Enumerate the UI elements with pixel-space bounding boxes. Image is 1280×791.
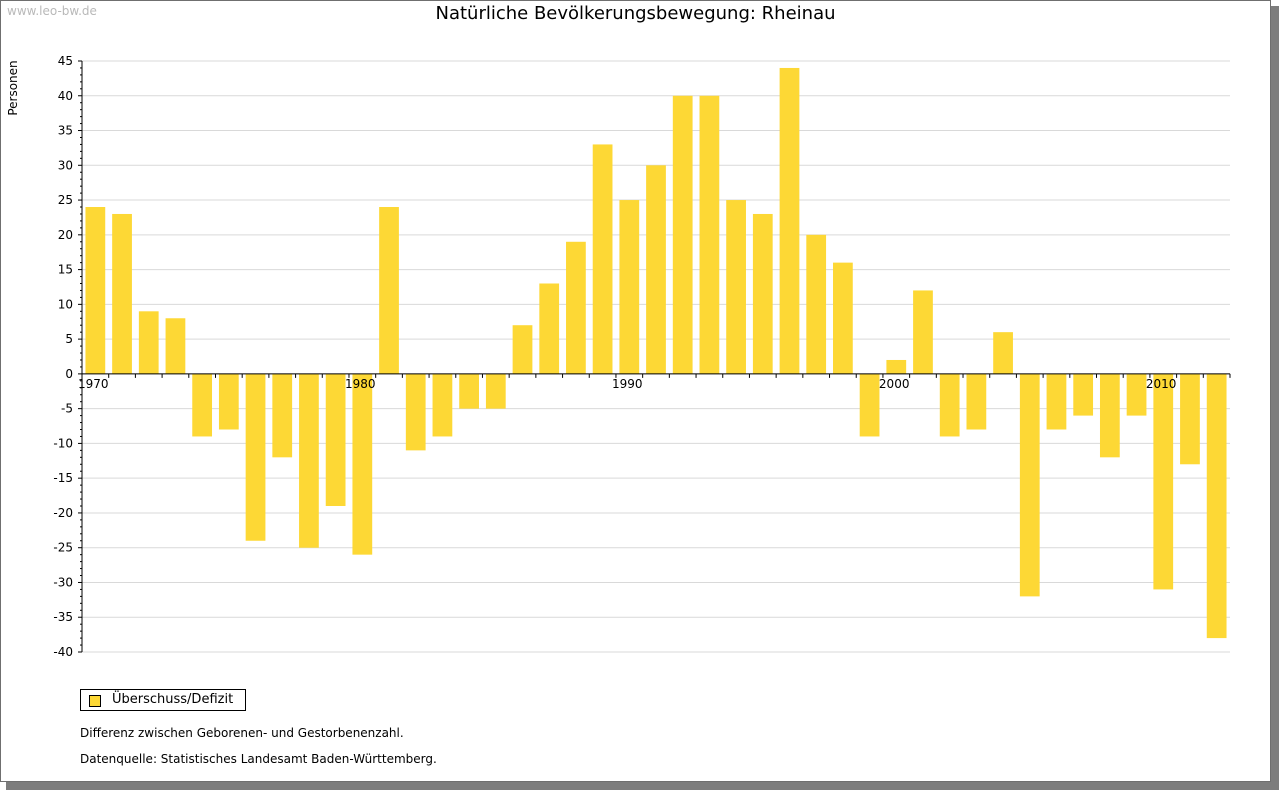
frame-shadow-right	[1271, 6, 1279, 790]
bar-1989	[592, 144, 613, 374]
y-tick-label: -10	[53, 436, 73, 450]
bar-2008	[1099, 373, 1120, 458]
y-tick-label: -15	[53, 471, 73, 485]
y-tick-label: 10	[58, 297, 73, 311]
bar-1997	[806, 234, 827, 374]
bar-1970	[85, 207, 106, 374]
bar-1993	[699, 95, 720, 374]
bar-1994	[726, 200, 746, 374]
note-difference: Differenz zwischen Geborenen- und Gestor…	[80, 726, 404, 740]
y-tick-label: -40	[53, 645, 73, 659]
bar-1981	[379, 207, 399, 374]
y-tick-label: 40	[58, 89, 73, 103]
y-tick-label: 25	[58, 193, 73, 207]
bar-1990	[619, 200, 640, 374]
bar-1991	[646, 165, 666, 374]
bar-1983	[432, 373, 453, 437]
bar-2005	[1019, 373, 1040, 597]
y-tick-label: -5	[61, 402, 73, 416]
bar-1984	[459, 373, 479, 409]
y-tick-label: -25	[53, 541, 73, 555]
watermark: www.leo-bw.de	[7, 4, 97, 18]
bar-1987	[539, 283, 560, 374]
frame-shadow-bottom	[6, 782, 1279, 790]
legend: Überschuss/Defizit	[80, 689, 246, 711]
x-tick-label-2010: 2010	[1146, 377, 1177, 391]
y-tick-label: -30	[53, 575, 73, 589]
bar-1996	[779, 67, 800, 374]
x-tick-label-1970: 1970	[78, 377, 109, 391]
bar-1982	[405, 373, 426, 451]
legend-label: Überschuss/Defizit	[112, 692, 234, 707]
x-tick-label-2000: 2000	[879, 377, 910, 391]
note-source: Datenquelle: Statistisches Landesamt Bad…	[80, 752, 437, 766]
bar-1980	[352, 373, 373, 555]
bar-1988	[566, 241, 586, 374]
bar-1999	[859, 373, 880, 437]
y-tick-label: 5	[65, 332, 73, 346]
bar-2004	[993, 332, 1013, 374]
x-tick-label-1980: 1980	[345, 377, 376, 391]
bar-1971	[112, 213, 132, 374]
bar-2011	[1180, 373, 1200, 465]
bar-2009	[1126, 373, 1147, 416]
bar-1977	[272, 373, 293, 458]
chart-title: Natürliche Bevölkerungsbewegung: Rheinau	[435, 3, 836, 24]
bar-1972	[138, 311, 159, 374]
y-tick-label: 15	[58, 263, 73, 277]
y-tick-label: 20	[58, 228, 73, 242]
bar-2007	[1073, 373, 1094, 416]
bar-2001	[913, 290, 933, 374]
y-tick-label: 0	[65, 367, 73, 381]
bar-1992	[672, 95, 693, 374]
bar-2012	[1206, 373, 1227, 639]
bar-1978	[299, 373, 319, 548]
x-tick-label-1990: 1990	[612, 377, 643, 391]
y-tick-label: -35	[53, 610, 73, 624]
bar-1976	[245, 373, 266, 541]
bar-2010	[1153, 373, 1174, 590]
y-tick-label: -20	[53, 506, 73, 520]
bar-2000	[886, 359, 907, 374]
legend-swatch	[89, 695, 101, 707]
bar-1974	[192, 373, 213, 437]
bar-2003	[966, 373, 987, 430]
y-tick-label: 30	[58, 158, 73, 172]
bar-1973	[165, 318, 186, 374]
bar-1979	[325, 373, 346, 506]
bar-2006	[1046, 373, 1067, 430]
bar-1975	[218, 373, 239, 430]
bar-1998	[833, 262, 853, 374]
bar-1986	[512, 325, 533, 374]
bar-1995	[752, 213, 773, 374]
bar-1985	[485, 373, 506, 409]
bar-2002	[939, 373, 960, 437]
y-tick-label: 45	[58, 54, 73, 68]
y-tick-label: 35	[58, 124, 73, 138]
